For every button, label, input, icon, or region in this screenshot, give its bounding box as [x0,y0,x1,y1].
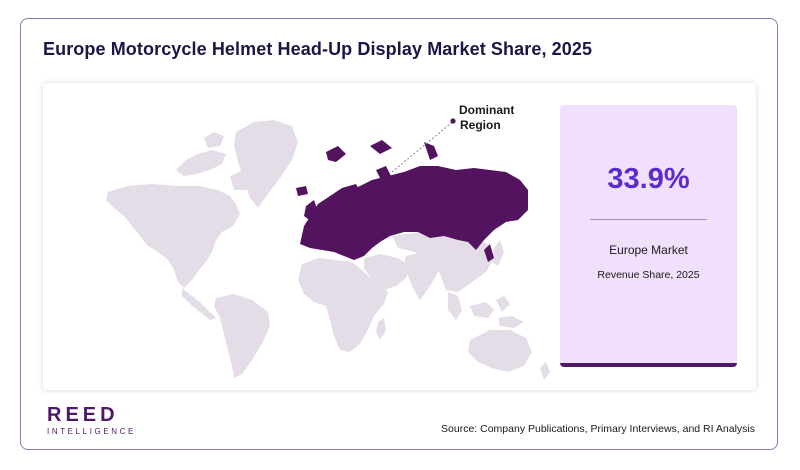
north-america-landmass [106,184,240,288]
scandinavia-landmass [322,184,362,222]
land-masses [106,120,550,380]
annotation-line1: Dominant [459,103,515,117]
market-share-value: 33.9% [607,163,690,195]
africa-landmass [298,258,388,352]
dominant-region-annotation: Dominant Region [459,103,514,133]
middle-east-landmass [364,254,410,290]
reed-intelligence-logo: REED INTELLIGENCE [47,404,147,436]
east-asia-landmass [392,232,494,292]
annotation-dot [450,118,456,124]
logo-sub-text: INTELLIGENCE [47,427,136,436]
logo-main-text: REED [47,404,119,426]
market-sublabel: Revenue Share, 2025 [597,269,700,281]
highlight-region-europe-russia [296,140,528,262]
australia-landmass [468,330,532,372]
panel-divider [590,219,707,220]
market-share-panel: 33.9% Europe Market Revenue Share, 2025 [560,105,737,367]
south-america-landmass [214,294,270,378]
market-label: Europe Market [609,243,688,257]
annotation-line2: Region [460,118,501,132]
greenland-landmass [234,120,298,208]
central-america-landmass [182,288,216,320]
annotation-leader-line [391,119,456,173]
source-note: Source: Company Publications, Primary In… [441,423,755,435]
arctic-islands [176,150,226,176]
south-asia-landmass [404,252,438,300]
page-title: Europe Motorcycle Helmet Head-Up Display… [43,39,593,59]
